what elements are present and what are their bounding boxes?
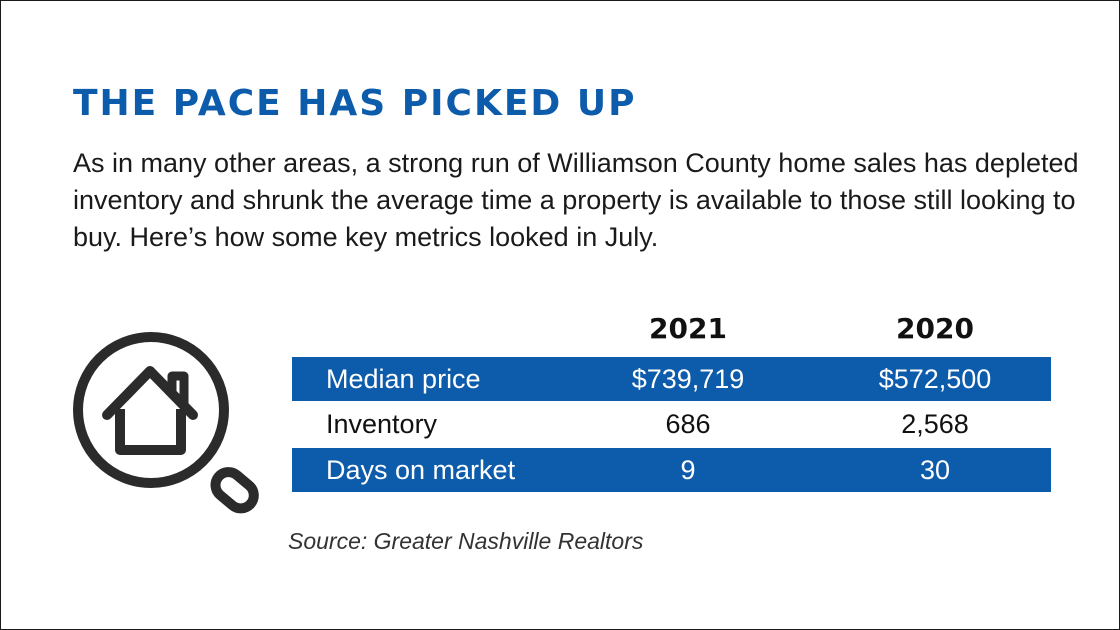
- row-label: Days on market: [326, 455, 516, 485]
- column-header-2021: 2021: [649, 312, 727, 345]
- column-header-2020: 2020: [896, 312, 974, 345]
- table-cell-2020: 30: [919, 455, 951, 485]
- table-row-inventory: Inventory 686 2,568: [292, 402, 1051, 446]
- page-title: THE PACE HAS PICKED UP: [73, 83, 637, 124]
- table-cell-2020: 2,568: [901, 409, 969, 439]
- intro-paragraph: As in many other areas, a strong run of …: [73, 148, 1079, 252]
- source-note: Source: Greater Nashville Realtors: [288, 528, 644, 554]
- table-row-median-price: Median price $739,719 $572,500: [292, 357, 1051, 401]
- table-cell-2021: 9: [680, 455, 696, 485]
- house-search-icon: [69, 329, 259, 519]
- table-cell-2021: 686: [665, 409, 711, 439]
- table-row-days-on-market: Days on market 9 30: [292, 448, 1051, 492]
- row-label: Median price: [326, 364, 481, 394]
- table-cell-2020: $572,500: [878, 364, 992, 394]
- table-cell-2021: $739,719: [631, 364, 745, 394]
- row-label: Inventory: [326, 409, 438, 439]
